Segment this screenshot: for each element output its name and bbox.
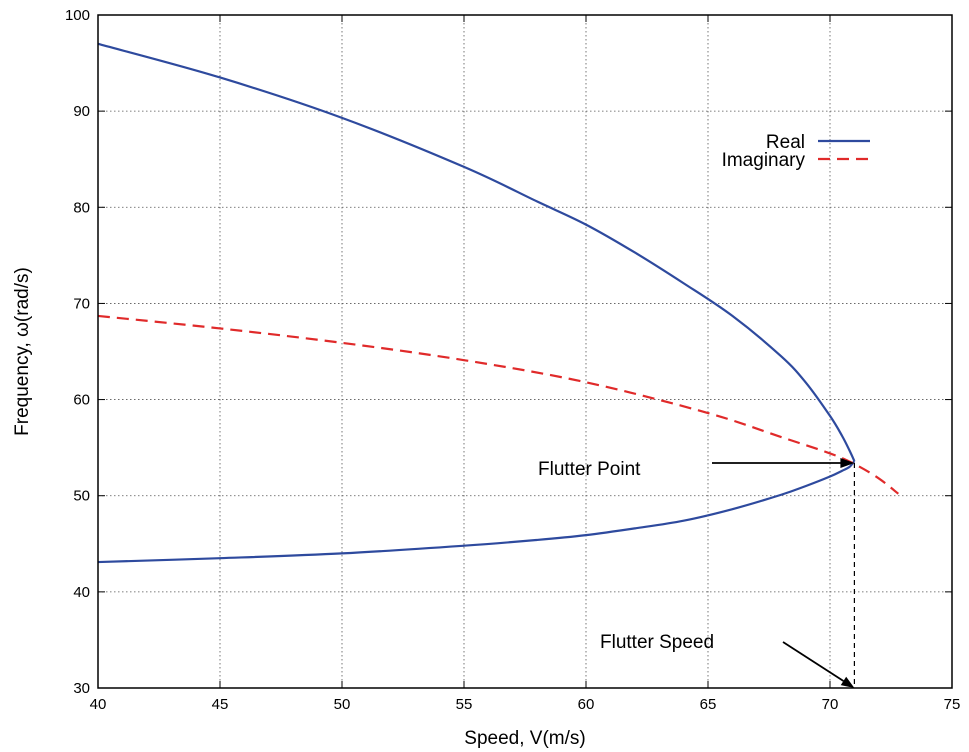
flutter-speed-arrow-head (840, 676, 855, 688)
y-tick-label: 30 (73, 680, 90, 697)
x-tick-label: 55 (456, 696, 473, 713)
x-tick-label: 75 (944, 696, 961, 713)
y-tick-label: 90 (73, 103, 90, 120)
flutter-point-label: Flutter Point (538, 459, 641, 480)
annotations (712, 458, 856, 688)
legend-real-label: Real (766, 132, 805, 153)
y-tick-label: 70 (73, 295, 90, 312)
y-tick-label: 80 (73, 199, 90, 216)
x-axis-label: Speed, V(m/s) (464, 728, 585, 749)
x-tick-label: 45 (212, 696, 229, 713)
imaginary-line (97, 314, 900, 495)
x-tick-label: 70 (822, 696, 839, 713)
legend-imaginary-label: Imaginary (722, 150, 806, 171)
x-tick-label: 50 (334, 696, 351, 713)
x-tick-label: 65 (700, 696, 717, 713)
y-tick-label: 50 (73, 488, 90, 505)
y-tick-label: 60 (73, 392, 90, 409)
y-axis-label: Frequency, ω(rad/s) (12, 267, 33, 436)
flutter-point-arrow-head (840, 458, 855, 469)
x-tick-label: 40 (90, 696, 107, 713)
x-tick-label: 60 (578, 696, 595, 713)
real-lower-branch-line (97, 460, 856, 564)
series-lines (97, 42, 900, 564)
y-tick-label: 40 (73, 584, 90, 601)
flutter-speed-arrow-shaft (782, 641, 844, 682)
y-tick-label: 100 (65, 7, 90, 24)
real-upper-branch-line (97, 42, 856, 462)
plot-frame (97, 14, 953, 689)
flutter-speed-label: Flutter Speed (600, 632, 714, 653)
grid-lines (98, 15, 952, 688)
legend: Real Imaginary (722, 132, 870, 171)
